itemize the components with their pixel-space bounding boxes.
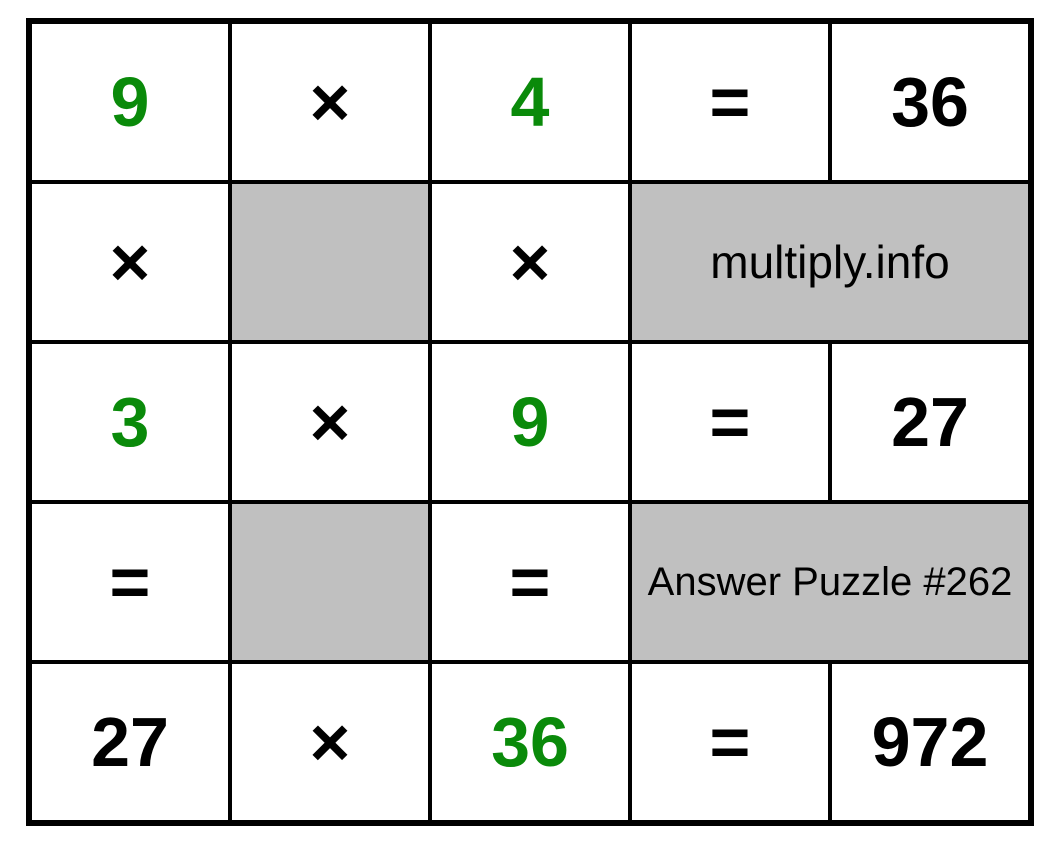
cell-r5c5: 972: [830, 662, 1030, 822]
cell-r3c1: 3: [30, 342, 230, 502]
cell-r5c4-equals: =: [630, 662, 830, 822]
cell-r4c2-blank: [230, 502, 430, 662]
cell-r1c2-operator: ×: [230, 22, 430, 182]
cell-r1c1: 9: [30, 22, 230, 182]
cell-r2c1-operator: ×: [30, 182, 230, 342]
cell-r2-site-label: multiply.info: [630, 182, 1030, 342]
cell-r3c4-equals: =: [630, 342, 830, 502]
cell-r2c3-operator: ×: [430, 182, 630, 342]
cell-r3c3: 9: [430, 342, 630, 502]
cell-r1c5: 36: [830, 22, 1030, 182]
cell-r5c3: 36: [430, 662, 630, 822]
cell-r4c3-equals: =: [430, 502, 630, 662]
cell-r4c1-equals: =: [30, 502, 230, 662]
cell-r5c1: 27: [30, 662, 230, 822]
puzzle-grid: 9 × 4 = 36 × × multiply.info 3 × 9 = 27 …: [26, 18, 1034, 826]
cell-r3c2-operator: ×: [230, 342, 430, 502]
cell-r5c2-operator: ×: [230, 662, 430, 822]
cell-r1c3: 4: [430, 22, 630, 182]
cell-r2c2-blank: [230, 182, 430, 342]
cell-r4-puzzle-label: Answer Puzzle #262: [630, 502, 1030, 662]
cell-r3c5: 27: [830, 342, 1030, 502]
cell-r1c4-equals: =: [630, 22, 830, 182]
